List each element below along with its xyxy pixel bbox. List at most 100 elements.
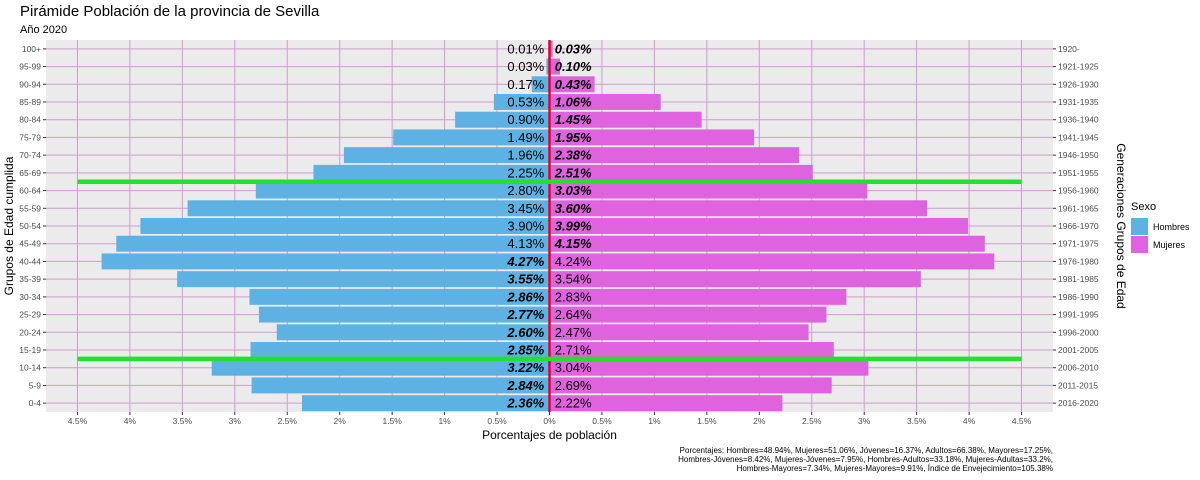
chart-title: Pirámide Población de la provincia de Se… bbox=[20, 3, 320, 20]
y-tick-label-gen-1966-1970: 1966-1970 bbox=[1058, 221, 1099, 231]
bar-mujeres-40-44 bbox=[549, 253, 995, 270]
bar-label-mujeres-55-59: 3.60% bbox=[555, 201, 592, 216]
bar-hombres-85-89 bbox=[493, 94, 550, 110]
bar-mujeres-35-39 bbox=[549, 271, 921, 288]
x-tick-label-10: 0.5% bbox=[592, 416, 612, 426]
bar-hombres-20-24 bbox=[276, 324, 550, 341]
y-ticks-left: 0-4 5-9 10-14 15-19 20-24 25-29 30-34 35-39 40-4… bbox=[19, 44, 46, 408]
bar-label-hombres-15-19: 2.85% bbox=[506, 343, 544, 358]
bar-label-hombres-50-54: 3.90% bbox=[507, 219, 544, 234]
x-tick-label-9: 0% bbox=[543, 416, 556, 426]
bar-label-mujeres-90-94: 0.43% bbox=[555, 77, 592, 92]
bar-hombres-55-59 bbox=[187, 200, 550, 217]
y-tick-label-90-94: 90-94 bbox=[19, 79, 41, 89]
legend-label-mujeres: Mujeres bbox=[1153, 240, 1186, 250]
bar-label-hombres-35-39: 3.55% bbox=[507, 272, 544, 287]
y-tick-label-gen-1986-1990: 1986-1990 bbox=[1058, 292, 1099, 302]
y-tick-label-gen-1941-1945: 1941-1945 bbox=[1058, 132, 1099, 142]
y-tick-label-gen-2016-2020: 2016-2020 bbox=[1058, 398, 1099, 408]
bar-hombres-75-79 bbox=[393, 129, 550, 146]
x-tick-label-18: 4.5% bbox=[1012, 416, 1032, 426]
bar-mujeres-20-24 bbox=[549, 324, 809, 341]
bar-hombres-40-44 bbox=[101, 253, 550, 270]
x-tick-label-11: 1% bbox=[648, 416, 661, 426]
x-tick-label-2: 3.5% bbox=[173, 416, 193, 426]
bar-mujeres-55-59 bbox=[549, 200, 928, 217]
bar-mujeres-50-54 bbox=[549, 218, 969, 234]
bar-label-hombres-100+: 0.01% bbox=[507, 41, 544, 56]
x-tick-label-0: 4.5% bbox=[68, 416, 88, 426]
y-tick-label-gen-1971-1975: 1971-1975 bbox=[1058, 239, 1099, 249]
reference-lines bbox=[77, 179, 1022, 362]
y-tick-label-gen-1996-2000: 1996-2000 bbox=[1058, 327, 1099, 337]
y-tick-label-95-99: 95-99 bbox=[19, 62, 41, 72]
bar-hombres-5-9 bbox=[251, 377, 550, 394]
y-tick-label-15-19: 15-19 bbox=[19, 345, 41, 355]
x-tick-label-3: 3% bbox=[229, 416, 242, 426]
x-tick-label-4: 2.5% bbox=[278, 416, 298, 426]
bar-label-mujeres-100+: 0.03% bbox=[555, 41, 592, 56]
x-tick-label-15: 3% bbox=[858, 416, 871, 426]
bar-mujeres-65-69 bbox=[549, 164, 813, 181]
bar-hombres-0-4 bbox=[301, 395, 550, 412]
bar-labels: 2.36% 2.22% 2.84% 2.69% 3.22% 3.04% 2.85% 2.71%… bbox=[506, 41, 592, 410]
bar-hombres-30-34 bbox=[249, 288, 550, 305]
legend-swatch-mujeres bbox=[1131, 236, 1148, 253]
x-tick-label-13: 2% bbox=[753, 416, 766, 426]
bar-label-hombres-85-89: 0.53% bbox=[507, 95, 544, 110]
caption: Porcentajes: Hombres=48.94%, Mujeres=51.… bbox=[678, 446, 1053, 473]
bar-label-hombres-5-9: 2.84% bbox=[506, 378, 544, 393]
x-tick-label-16: 3.5% bbox=[907, 416, 927, 426]
bar-mujeres-30-34 bbox=[549, 288, 847, 305]
bar-label-mujeres-95-99: 0.10% bbox=[555, 59, 592, 74]
y-tick-label-gen-2001-2005: 2001-2005 bbox=[1058, 345, 1099, 355]
y-tick-label-100+: 100+ bbox=[22, 44, 41, 54]
bar-label-mujeres-50-54: 3.99% bbox=[555, 219, 592, 234]
y-tick-label-gen-1920-: 1920- bbox=[1058, 44, 1080, 54]
bar-hombres-80-84 bbox=[455, 111, 550, 128]
y-tick-label-65-69: 65-69 bbox=[19, 168, 41, 178]
bar-label-hombres-60-64: 2.80% bbox=[507, 183, 544, 198]
bar-mujeres-0-4 bbox=[549, 395, 783, 412]
x-tick-label-1: 4% bbox=[124, 416, 137, 426]
x-tick-label-8: 0.5% bbox=[487, 416, 507, 426]
y-tick-label-gen-1946-1950: 1946-1950 bbox=[1058, 150, 1099, 160]
y-tick-label-gen-1936-1940: 1936-1940 bbox=[1058, 115, 1099, 125]
bar-hombres-50-54 bbox=[140, 218, 550, 234]
bars bbox=[101, 40, 995, 412]
legend-title: Sexo bbox=[1131, 201, 1156, 213]
y-tick-label-gen-2011-2015: 2011-2015 bbox=[1058, 380, 1098, 390]
bar-label-mujeres-15-19: 2.71% bbox=[555, 343, 592, 358]
y-tick-label-30-34: 30-34 bbox=[19, 292, 41, 302]
bar-hombres-10-14 bbox=[211, 359, 550, 376]
x-tick-label-12: 1.5% bbox=[697, 416, 717, 426]
bar-hombres-95-99 bbox=[546, 58, 550, 75]
bar-label-mujeres-60-64: 3.03% bbox=[555, 183, 592, 198]
bar-label-mujeres-70-74: 2.38% bbox=[554, 148, 592, 163]
bar-hombres-35-39 bbox=[177, 271, 550, 288]
bar-mujeres-85-89 bbox=[549, 94, 661, 110]
y-tick-label-55-59: 55-59 bbox=[19, 203, 41, 213]
y-tick-label-70-74: 70-74 bbox=[19, 150, 41, 160]
bar-label-mujeres-75-79: 1.95% bbox=[555, 130, 592, 145]
y-tick-label-85-89: 85-89 bbox=[19, 97, 41, 107]
y-tick-label-gen-1956-1960: 1956-1960 bbox=[1058, 186, 1099, 196]
bar-label-hombres-75-79: 1.49% bbox=[507, 130, 544, 145]
x-tick-label-5: 2% bbox=[334, 416, 347, 426]
x-axis-label: Porcentajes de población bbox=[482, 428, 617, 442]
legend: Sexo Hombres Mujeres bbox=[1131, 201, 1190, 253]
bar-label-mujeres-0-4: 2.22% bbox=[555, 396, 592, 411]
caption-line-2: Hombres-Jóvenes=8.42%, Mujeres-Jóvenes=7… bbox=[678, 455, 1053, 464]
bar-label-mujeres-25-29: 2.64% bbox=[555, 307, 592, 322]
bar-hombres-60-64 bbox=[255, 182, 550, 199]
x-tick-label-6: 1.5% bbox=[382, 416, 402, 426]
bar-label-hombres-20-24: 2.60% bbox=[506, 325, 544, 340]
bar-mujeres-95-99 bbox=[549, 58, 560, 75]
bar-mujeres-5-9 bbox=[549, 377, 832, 394]
caption-line-1: Porcentajes: Hombres=48.94%, Mujeres=51.… bbox=[680, 446, 1053, 455]
y-tick-label-35-39: 35-39 bbox=[19, 274, 41, 284]
bar-label-mujeres-35-39: 3.54% bbox=[555, 272, 592, 287]
x-tick-label-7: 1% bbox=[438, 416, 451, 426]
bar-label-hombres-55-59: 3.45% bbox=[507, 201, 544, 216]
bar-mujeres-25-29 bbox=[549, 306, 827, 323]
